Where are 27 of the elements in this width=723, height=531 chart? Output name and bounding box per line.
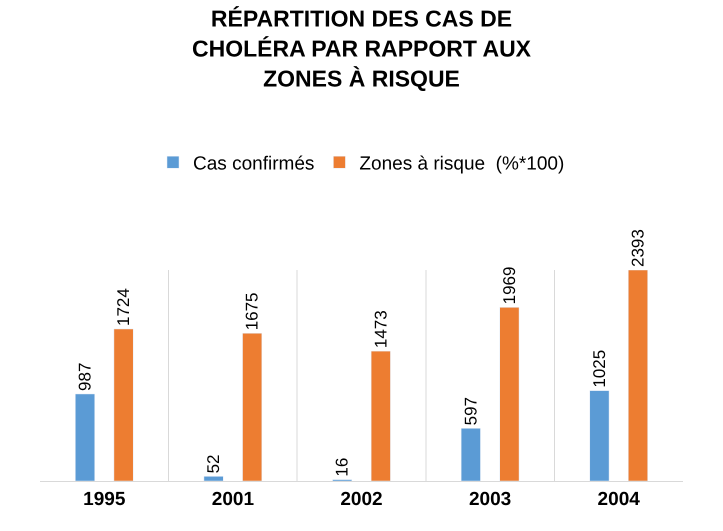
x-tick-label: 1995 — [83, 488, 126, 510]
bar — [75, 394, 95, 481]
data-label: 16 — [332, 458, 352, 477]
bar — [628, 270, 648, 481]
bar — [460, 428, 481, 481]
data-label: 987 — [76, 362, 95, 391]
bar — [114, 328, 134, 481]
data-label: 1473 — [371, 310, 390, 348]
bar — [204, 476, 224, 481]
data-label: 597 — [461, 396, 480, 426]
data-label: 1969 — [500, 266, 519, 304]
bar — [590, 390, 610, 481]
legend-label: Cas confirmés — [193, 154, 314, 175]
legend-label: Zones à risque (%*100) — [359, 154, 564, 175]
x-tick-label: 2004 — [598, 488, 640, 510]
bar — [500, 307, 520, 481]
x-tick-label: 2001 — [212, 488, 254, 510]
bar — [242, 333, 262, 481]
x-tick-label: 2003 — [468, 488, 512, 510]
data-label: 52 — [204, 454, 224, 474]
bar — [370, 350, 391, 481]
chart-title: RÉPARTITION DES CAS DE CHOLÉRA PAR RAPPORT AUX ZONES À RISQUE — [192, 6, 532, 92]
data-label: 1675 — [242, 292, 262, 330]
data-label: 1025 — [590, 350, 609, 388]
data-label: 2393 — [628, 229, 648, 267]
data-label: 1724 — [114, 288, 134, 326]
x-tick-label: 2002 — [340, 488, 383, 510]
